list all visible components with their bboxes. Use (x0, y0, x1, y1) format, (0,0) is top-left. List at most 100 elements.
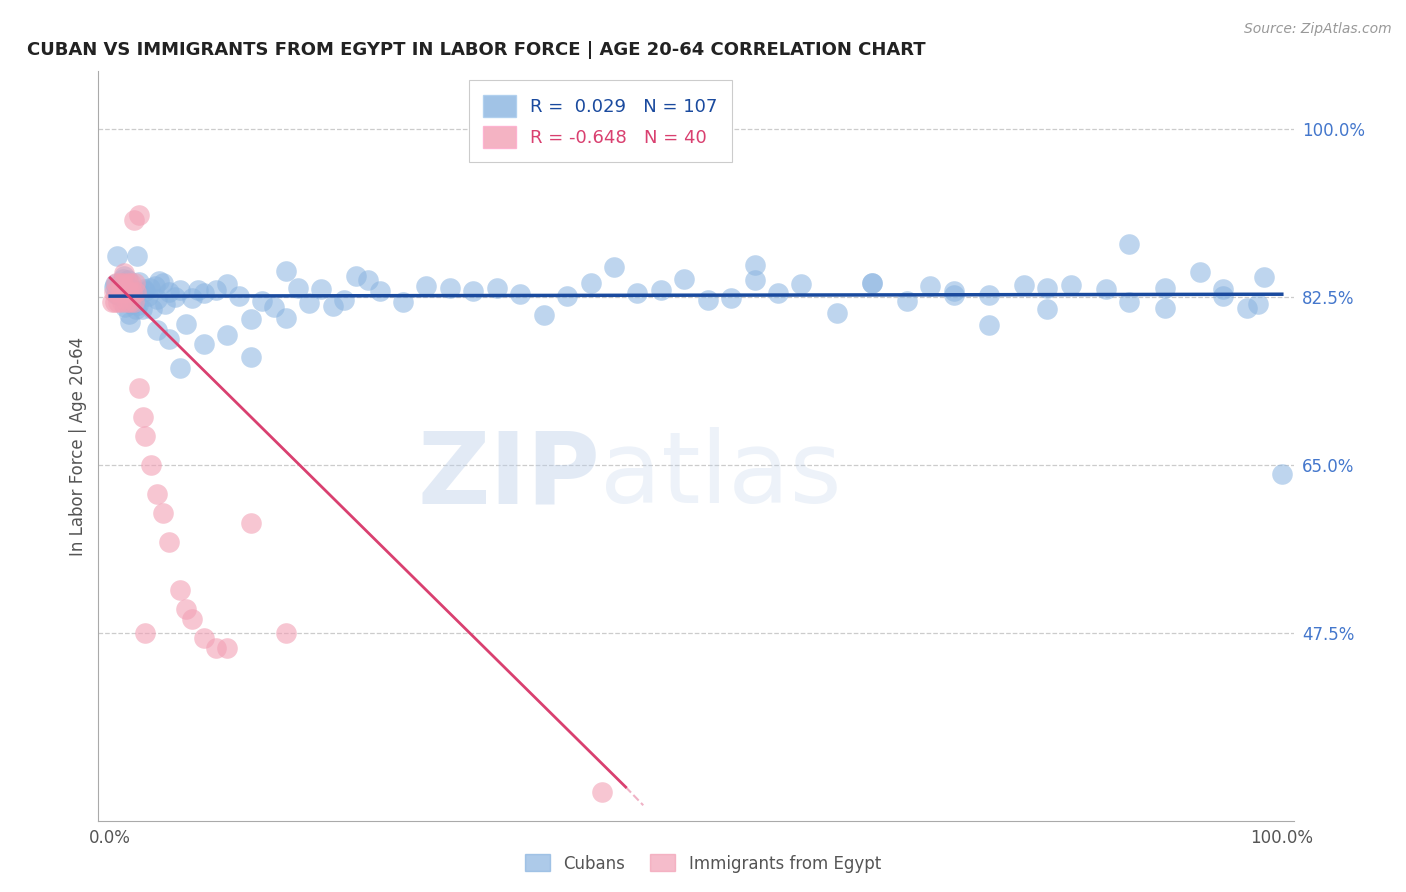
Point (112, 266, 135, 280)
Point (860, 276, 883, 290)
Point (122, 291, 145, 305)
Point (136, 289, 159, 303)
Point (1036, 301, 1059, 316)
Point (105, 285, 128, 300)
Legend: R =  0.029   N = 107, R = -0.648   N = 40: R = 0.029 N = 107, R = -0.648 N = 40 (468, 80, 733, 162)
Point (117, 273, 139, 287)
Point (125, 285, 148, 300)
Point (125, 301, 148, 316)
Point (1153, 280, 1175, 294)
Point (105, 276, 128, 290)
Point (114, 285, 136, 300)
Point (187, 283, 209, 297)
Point (101, 294, 124, 309)
Point (509, 287, 531, 301)
Point (274, 263, 297, 277)
Point (252, 293, 274, 308)
Point (105, 287, 128, 301)
Point (217, 328, 239, 343)
Point (1060, 277, 1083, 292)
Point (134, 626, 156, 640)
Point (157, 332, 180, 346)
Point (104, 277, 127, 292)
Point (204, 283, 226, 297)
Point (825, 306, 848, 320)
Point (322, 299, 344, 313)
Point (744, 258, 766, 272)
Point (1118, 294, 1140, 309)
Point (193, 286, 215, 301)
Point (650, 283, 672, 297)
Point (357, 273, 380, 287)
Text: atlas: atlas (600, 427, 842, 524)
Point (790, 277, 813, 291)
Point (1247, 297, 1270, 311)
Point (131, 301, 153, 316)
Point (977, 288, 1000, 302)
Point (110, 277, 132, 291)
Point (152, 506, 174, 520)
Point (696, 293, 718, 307)
Point (139, 281, 162, 295)
Point (204, 640, 226, 655)
Point (163, 290, 186, 304)
Point (132, 282, 156, 296)
Point (298, 296, 321, 310)
Point (193, 337, 215, 351)
Point (239, 312, 262, 326)
Point (1271, 467, 1294, 482)
Point (146, 323, 169, 337)
Point (105, 248, 128, 262)
Point (122, 213, 145, 227)
Point (896, 293, 918, 308)
Point (169, 360, 191, 375)
Point (141, 301, 163, 316)
Point (157, 285, 180, 300)
Point (169, 583, 191, 598)
Point (1188, 265, 1211, 279)
Point (124, 286, 146, 301)
Point (344, 268, 367, 283)
Point (1253, 269, 1275, 284)
Point (141, 458, 163, 473)
Point (121, 285, 143, 300)
Point (977, 318, 1000, 332)
Point (128, 209, 150, 223)
Point (626, 286, 648, 301)
Point (1012, 278, 1035, 293)
Point (579, 276, 602, 290)
Point (942, 287, 965, 301)
Point (174, 318, 197, 332)
Y-axis label: In Labor Force | Age 20-64: In Labor Force | Age 20-64 (69, 336, 87, 556)
Point (157, 535, 180, 549)
Point (121, 297, 143, 311)
Point (392, 295, 415, 310)
Point (1212, 281, 1234, 295)
Text: Source: ZipAtlas.com: Source: ZipAtlas.com (1244, 22, 1392, 37)
Point (274, 310, 297, 325)
Point (103, 285, 125, 300)
Point (1118, 237, 1140, 252)
Point (108, 276, 131, 290)
Point (217, 277, 239, 291)
Point (920, 279, 942, 293)
Point (1212, 289, 1234, 303)
Point (263, 300, 285, 314)
Point (107, 294, 129, 309)
Point (239, 350, 262, 364)
Point (132, 410, 155, 425)
Point (174, 602, 197, 616)
Point (146, 292, 169, 306)
Point (148, 274, 170, 288)
Point (114, 300, 136, 314)
Point (942, 285, 965, 299)
Point (1153, 301, 1175, 315)
Text: CUBAN VS IMMIGRANTS FROM EGYPT IN LABOR FORCE | AGE 20-64 CORRELATION CHART: CUBAN VS IMMIGRANTS FROM EGYPT IN LABOR … (27, 41, 925, 59)
Point (128, 381, 150, 395)
Point (120, 294, 141, 309)
Point (112, 269, 135, 284)
Point (228, 289, 250, 303)
Point (673, 271, 696, 285)
Point (120, 282, 142, 296)
Point (1036, 281, 1059, 295)
